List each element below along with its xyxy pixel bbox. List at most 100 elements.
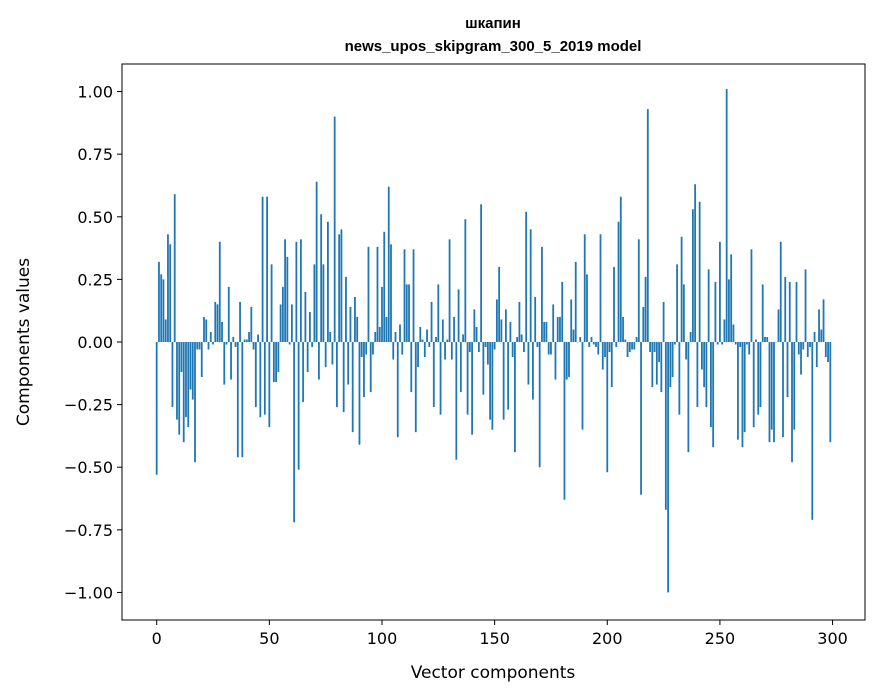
bar-137 <box>464 219 467 342</box>
bar-65 <box>302 342 305 403</box>
bar-267 <box>757 342 760 415</box>
bar-299 <box>829 342 832 443</box>
bar-175 <box>550 342 552 355</box>
bar-225 <box>662 301 665 342</box>
bar-207 <box>622 316 624 342</box>
bar-179 <box>559 316 561 342</box>
bar-102 <box>385 316 388 342</box>
bar-92 <box>363 342 365 398</box>
bar-298 <box>827 342 829 363</box>
bar-121 <box>428 342 431 348</box>
bar-248 <box>714 281 717 342</box>
bar-168 <box>534 296 537 342</box>
bar-108 <box>399 324 401 342</box>
bar-231 <box>676 264 679 342</box>
bar-106 <box>394 331 397 342</box>
bar-11 <box>180 342 183 373</box>
x-tick-label: 300 <box>817 629 848 648</box>
bar-55 <box>279 304 282 342</box>
x-axis-ticks: 0 50 100 150 200 250 300 <box>152 620 848 648</box>
bar-169 <box>536 342 539 348</box>
bar-193 <box>590 336 593 342</box>
bar-263 <box>748 342 751 355</box>
bar-232 <box>678 342 681 415</box>
bar-132 <box>453 316 455 342</box>
bar-192 <box>588 342 591 348</box>
bar-157 <box>509 321 512 342</box>
bar-186 <box>574 261 577 342</box>
bar-115 <box>414 342 417 433</box>
bar-35 <box>234 342 237 348</box>
bar-125 <box>437 284 440 342</box>
bar-119 <box>423 342 426 358</box>
bar-31 <box>225 342 228 345</box>
bar-256 <box>732 324 735 342</box>
bar-8 <box>173 194 176 342</box>
bar-281 <box>788 281 791 342</box>
bar-36 <box>236 342 239 458</box>
bar-77 <box>329 331 332 342</box>
bar-136 <box>462 334 464 342</box>
bar-82 <box>340 229 343 342</box>
bar-251 <box>721 342 724 345</box>
plot-frame <box>121 63 866 621</box>
bar-6 <box>169 244 172 342</box>
bar-134 <box>457 289 460 342</box>
bar-197 <box>599 234 602 342</box>
bar-113 <box>410 342 413 393</box>
bar-294 <box>818 309 820 342</box>
bar-152 <box>498 266 501 342</box>
bar-154 <box>502 342 505 420</box>
bar-72 <box>318 342 320 380</box>
bar-95 <box>369 342 372 393</box>
bar-138 <box>466 342 469 415</box>
x-tick-label: 100 <box>367 629 398 648</box>
bar-12 <box>182 342 185 443</box>
bar-284 <box>795 281 798 342</box>
bar-13 <box>185 342 187 418</box>
bar-270 <box>764 336 766 342</box>
bar-227 <box>667 342 669 593</box>
bar-148 <box>489 342 492 420</box>
bar-126 <box>439 342 442 415</box>
bar-283 <box>793 342 796 430</box>
bar-15 <box>189 342 192 390</box>
bar-216 <box>642 306 645 342</box>
bar-264 <box>750 249 753 342</box>
bar-223 <box>658 342 660 363</box>
y-tick-label: −0.25 <box>64 396 113 415</box>
bar-43 <box>252 342 255 350</box>
bar-198 <box>601 342 604 370</box>
y-axis-ticks: 1.00 0.75 0.50 0.25 0.00 −0.25 −0.50 −0.75 −1.00 <box>64 83 122 602</box>
bar-249 <box>716 342 719 345</box>
bar-290 <box>809 342 811 348</box>
bar-63 <box>297 342 300 470</box>
bar-142 <box>475 326 478 342</box>
y-tick-label: 0.00 <box>77 333 113 352</box>
bar-236 <box>687 342 690 453</box>
bar-62 <box>295 241 298 342</box>
bar-26 <box>214 301 217 342</box>
bar-94 <box>367 246 370 342</box>
bar-285 <box>797 342 800 355</box>
bar-240 <box>696 342 699 408</box>
bar-17 <box>194 342 196 463</box>
bar-128 <box>444 342 446 360</box>
bar-149 <box>491 342 494 430</box>
bar-58 <box>286 256 289 342</box>
bar-286 <box>800 342 802 375</box>
bar-277 <box>779 241 782 342</box>
bar-40 <box>245 339 248 342</box>
bar-183 <box>568 342 570 378</box>
bar-111 <box>405 284 408 342</box>
bar-19 <box>198 342 201 350</box>
bar-269 <box>761 284 764 342</box>
bar-118 <box>421 339 424 342</box>
x-tick-label: 0 <box>152 629 162 648</box>
bar-64 <box>299 239 302 342</box>
bar-46 <box>259 342 262 418</box>
bar-165 <box>527 342 530 385</box>
bar-140 <box>471 342 473 435</box>
bar-10 <box>178 342 181 435</box>
bar-4 <box>164 319 167 342</box>
